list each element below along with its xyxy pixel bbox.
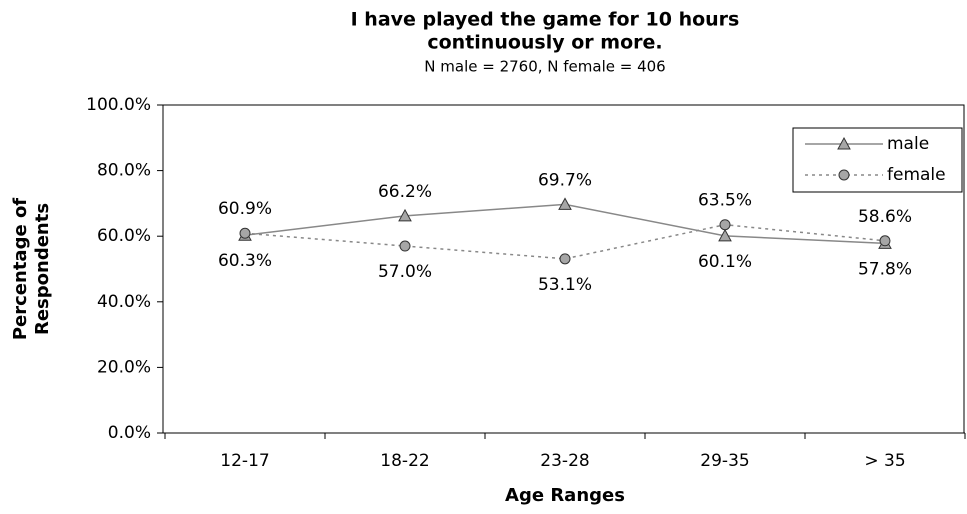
y-tick-label: 80.0% [97, 161, 151, 181]
data-label: 53.1% [538, 275, 592, 295]
legend-label: female [887, 165, 946, 185]
x-tick-label: 29-35 [700, 451, 749, 471]
y-tick-label: 100.0% [86, 95, 151, 115]
data-label: 57.8% [858, 259, 912, 279]
series-line [244, 223, 886, 260]
series-line [244, 203, 886, 245]
data-label: 69.7% [538, 170, 592, 190]
chart-title: continuously or more. [427, 32, 662, 54]
data-label: 63.5% [698, 191, 752, 211]
data-point [398, 208, 412, 222]
y-tick-label: 60.0% [97, 226, 151, 246]
legend-marker [838, 169, 850, 181]
data-label: 60.9% [218, 199, 272, 219]
chart-title: I have played the game for 10 hours [351, 9, 740, 31]
data-label: 58.6% [858, 207, 912, 227]
data-label: 60.3% [218, 251, 272, 271]
legend-label: male [887, 134, 929, 154]
data-point [879, 235, 891, 247]
data-label: 60.1% [698, 252, 752, 272]
x-tick-label: 12-17 [220, 451, 269, 471]
x-axis-title: Age Ranges [505, 485, 625, 506]
x-tick-label: 18-22 [380, 451, 429, 471]
y-axis-title: Percentage of [10, 198, 31, 340]
legend-marker [837, 136, 851, 150]
x-tick-label: 23-28 [540, 451, 589, 471]
data-point [239, 227, 251, 239]
data-label: 66.2% [378, 182, 432, 202]
x-tick-label: > 35 [864, 451, 905, 471]
data-point [719, 219, 731, 231]
chart-subtitle: N male = 2760, N female = 406 [424, 58, 665, 76]
data-point [399, 240, 411, 252]
y-axis-title: Respondents [32, 203, 53, 335]
legend-box [792, 127, 963, 193]
y-tick-label: 0.0% [108, 423, 151, 443]
y-tick-label: 40.0% [97, 292, 151, 312]
data-label: 57.0% [378, 262, 432, 282]
data-point [718, 228, 732, 242]
data-point [559, 253, 571, 265]
y-tick-label: 20.0% [97, 357, 151, 377]
data-point [558, 197, 572, 210]
